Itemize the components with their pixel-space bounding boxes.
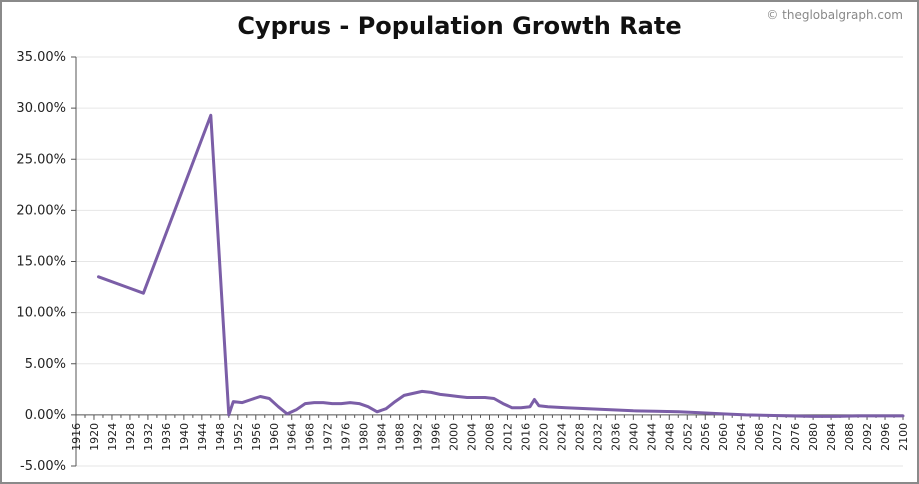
credit-text: © theglobalgraph.com — [766, 8, 903, 22]
x-tick-label: 2092 — [861, 423, 874, 451]
x-tick-label: 2072 — [771, 423, 784, 451]
x-tick-label: 1944 — [196, 423, 209, 451]
x-tick-label: 2044 — [645, 423, 658, 451]
x-tick-label: 2020 — [537, 423, 550, 451]
x-tick-label: 2084 — [825, 423, 838, 451]
x-tick-label: 1940 — [178, 423, 191, 451]
x-tick-label: 1928 — [124, 423, 137, 451]
x-tick-label: 2068 — [753, 423, 766, 451]
x-tick-label: 1960 — [268, 423, 281, 451]
y-tick-label: -5.00% — [20, 459, 66, 474]
x-tick-label: 1968 — [304, 423, 317, 451]
x-tick-label: 2024 — [555, 423, 568, 451]
x-tick-label: 1980 — [358, 423, 371, 451]
x-tick-label: 1920 — [88, 423, 101, 451]
x-tick-label: 1996 — [430, 423, 443, 451]
x-tick-label: 2080 — [807, 423, 820, 451]
y-tick-label: 25.00% — [16, 152, 66, 167]
x-tick-label: 2036 — [609, 423, 622, 451]
x-tick-label: 1948 — [214, 423, 227, 451]
x-tick-label: 2064 — [735, 423, 748, 451]
y-tick-label: 15.00% — [16, 255, 66, 270]
y-tick-label: 10.00% — [16, 306, 66, 321]
x-tick-label: 1964 — [286, 423, 299, 451]
x-tick-label: 2056 — [699, 423, 712, 451]
y-tick-label: 35.00% — [16, 50, 66, 65]
x-tick-label: 1932 — [142, 423, 155, 451]
y-tick-label: 0.00% — [25, 408, 66, 423]
x-tick-label: 2052 — [681, 423, 694, 451]
x-tick-label: 2000 — [448, 423, 461, 451]
x-tick-label: 2076 — [789, 423, 802, 451]
y-tick-label: 20.00% — [16, 203, 66, 218]
x-tick-label: 2096 — [879, 423, 892, 451]
chart-title: Cyprus - Population Growth Rate — [237, 12, 682, 40]
x-tick-label: 2028 — [573, 423, 586, 451]
x-tick-label: 2012 — [501, 423, 514, 451]
series-line — [97, 113, 905, 418]
x-tick-label: 1972 — [322, 423, 335, 451]
x-tick-label: 2008 — [484, 423, 497, 451]
x-tick-label: 1956 — [250, 423, 263, 451]
y-tick-label: 30.00% — [16, 101, 66, 116]
x-tick-label: 2040 — [627, 423, 640, 451]
x-tick-label: 1992 — [412, 423, 425, 451]
x-tick-label: 1936 — [160, 423, 173, 451]
x-tick-label: 1976 — [340, 423, 353, 451]
x-tick-label: 2060 — [717, 423, 730, 451]
x-tick-label: 1916 — [70, 423, 83, 451]
x-tick-label: 1924 — [106, 423, 119, 451]
x-tick-label: 2032 — [591, 423, 604, 451]
x-tick-label: 1952 — [232, 423, 245, 451]
x-tick-label: 1988 — [394, 423, 407, 451]
x-tick-label: 2016 — [519, 423, 532, 451]
x-tick-label: 2048 — [663, 423, 676, 451]
x-tick-label: 2004 — [466, 423, 479, 451]
x-tick-label: 1984 — [376, 423, 389, 451]
x-tick-label: 2088 — [843, 423, 856, 451]
y-tick-label: 5.00% — [25, 357, 66, 372]
x-tick-label: 2100 — [897, 423, 910, 451]
